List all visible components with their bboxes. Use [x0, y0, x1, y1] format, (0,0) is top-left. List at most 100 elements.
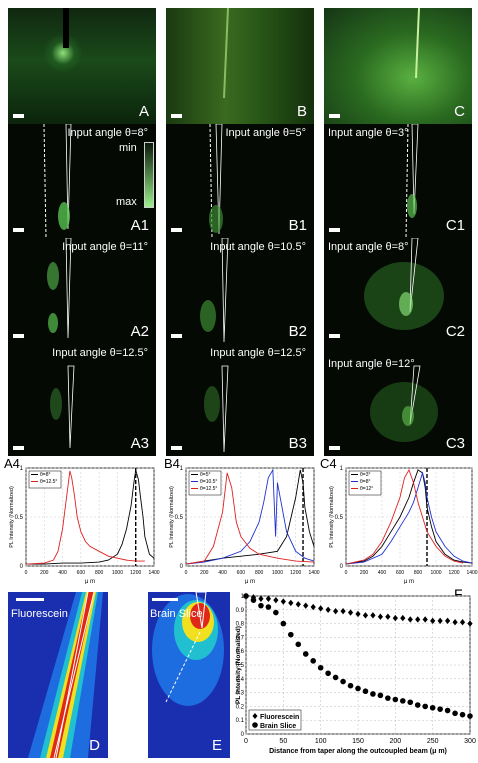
chart-label-a4: A4	[4, 456, 20, 471]
input-angle: Input angle θ=5°	[225, 127, 306, 139]
y-tick-label: 0.7	[236, 635, 245, 641]
data-point-fluorescein	[265, 595, 271, 602]
panel-label: B1	[288, 217, 307, 234]
series-line	[185, 472, 315, 565]
legend: θ=3°θ=8°θ=12°	[348, 470, 382, 496]
input-angle: Input angle θ=8°	[328, 241, 409, 253]
x-tick-label: 1000	[272, 570, 283, 576]
data-point-fluorescein	[355, 610, 361, 618]
x-tick-label: 400	[378, 570, 387, 576]
series-line	[345, 468, 464, 565]
panel-a3: Input angle θ=12.5° A3	[8, 344, 156, 456]
series-line	[25, 470, 145, 565]
y-tick-label: 1	[241, 594, 245, 600]
data-point-brain-slice	[414, 702, 421, 708]
data-point-brain-slice	[459, 711, 466, 718]
panel-label: A3	[130, 435, 149, 452]
legend-label: θ=12.5°	[40, 479, 57, 485]
input-angle: Input angle θ=10.5°	[210, 241, 306, 253]
scale-bar	[171, 334, 182, 338]
data-point-brain-slice	[407, 699, 414, 706]
y-tick-label: 1	[340, 466, 344, 472]
panel-c1: Input angle θ=3° C1	[324, 124, 472, 238]
x-axis-label: μ m	[404, 579, 414, 584]
data-point-brain-slice	[347, 682, 354, 689]
legend-label: θ=5°	[200, 472, 210, 478]
data-point-brain-slice	[437, 706, 443, 712]
panel-label: B3	[288, 435, 307, 452]
panel-label: B2	[288, 323, 307, 340]
y-tick-label: 0.5	[175, 515, 184, 521]
data-point-fluorescein	[273, 596, 279, 604]
panel-b1: Input angle θ=5° B1	[166, 124, 314, 238]
input-angle: Input angle θ=11°	[62, 241, 148, 253]
data-point-fluorescein	[258, 595, 264, 602]
x-tick-label: 800	[95, 570, 104, 576]
legend-box	[28, 470, 62, 489]
x-tick-label: 1000	[430, 570, 441, 576]
y-axis-label: PL Intensity (Normalized)	[235, 626, 242, 704]
panel-a1: Input angle θ=8° min max A1	[8, 124, 156, 238]
x-tick-label: 1200	[290, 570, 301, 576]
x-tick-label: 150	[352, 738, 364, 745]
data-point-brain-slice	[429, 704, 436, 711]
x-tick-label: 50	[279, 738, 287, 745]
scale-bar	[13, 114, 24, 118]
x-tick-label: 0	[25, 570, 28, 576]
scale-bar	[16, 598, 44, 601]
y-axis-label: PL Intensity (Normalized)	[9, 486, 15, 548]
x-tick-label: 1200	[448, 570, 459, 576]
series-line	[345, 471, 473, 565]
data-point-brain-slice	[422, 703, 428, 710]
panel-label: A1	[130, 217, 149, 234]
series-line	[26, 469, 155, 565]
legend: θ=5°θ=10.5°θ=12.5°	[188, 470, 222, 496]
panel-c2: Input angle θ=8° C2	[324, 238, 472, 344]
x-tick-label: 100	[315, 738, 327, 745]
data-point-brain-slice	[317, 664, 324, 671]
data-point-brain-slice	[377, 692, 384, 699]
legend-marker	[252, 722, 258, 728]
scale-bar	[13, 228, 24, 232]
panel-label: C	[454, 103, 465, 120]
series-line	[185, 468, 315, 565]
x-tick-label: 600	[237, 570, 246, 576]
legend-label: θ=3°	[360, 472, 370, 478]
line-chart-a4: 0 200 400 600 800 1000 1200 1400 0 0.5 1 μ m PL Inte…	[9, 466, 160, 584]
micrograph-c: C	[324, 8, 472, 124]
heatmap-d: Fluorescein D	[8, 592, 108, 758]
panel-a2: Input angle θ=11° A2	[8, 238, 156, 344]
input-angle: Input angle θ=12.5°	[52, 347, 148, 359]
x-tick-label: 200	[360, 570, 369, 576]
data-point-brain-slice	[273, 609, 279, 616]
legend-label: Brain Slice	[260, 723, 296, 730]
y-tick-label: 0.5	[236, 663, 245, 669]
x-tick-label: 250	[427, 738, 439, 745]
y-tick-label: 1	[20, 466, 24, 472]
data-point-brain-slice	[400, 698, 406, 704]
y-tick-label: 0.5	[15, 515, 24, 521]
x-tick-label: 1400	[148, 570, 159, 576]
data-point-brain-slice	[280, 620, 287, 627]
data-point-brain-slice	[452, 710, 458, 717]
scale-bar	[13, 446, 24, 450]
scale-bar	[329, 228, 340, 232]
x-tick-label: 200	[40, 570, 49, 576]
colorbar-max: max	[116, 196, 137, 208]
series-line	[345, 469, 473, 565]
x-axis-label: μ m	[245, 579, 255, 584]
panel-b2: Input angle θ=10.5° B2	[166, 238, 314, 344]
x-tick-label: 0	[244, 738, 248, 745]
scale-bar	[171, 446, 182, 450]
data-point-brain-slice	[288, 631, 294, 638]
panel-c3: Input angle θ=12° C3	[324, 344, 472, 456]
data-point-brain-slice	[355, 685, 361, 692]
x-tick-label: 1400	[466, 570, 477, 576]
y-tick-label: 0.1	[236, 718, 245, 724]
legend-label: θ=10.5°	[200, 479, 217, 485]
x-axis-label: Distance from taper along the outcoupled…	[269, 748, 447, 755]
scale-bar	[329, 334, 340, 338]
scale-bar	[329, 446, 340, 450]
line-chart-b4: 0 200 400 600 800 1000 1200 1400 0 0.5 1 μ m PL Inte…	[169, 466, 320, 584]
legend-marker	[252, 713, 258, 719]
